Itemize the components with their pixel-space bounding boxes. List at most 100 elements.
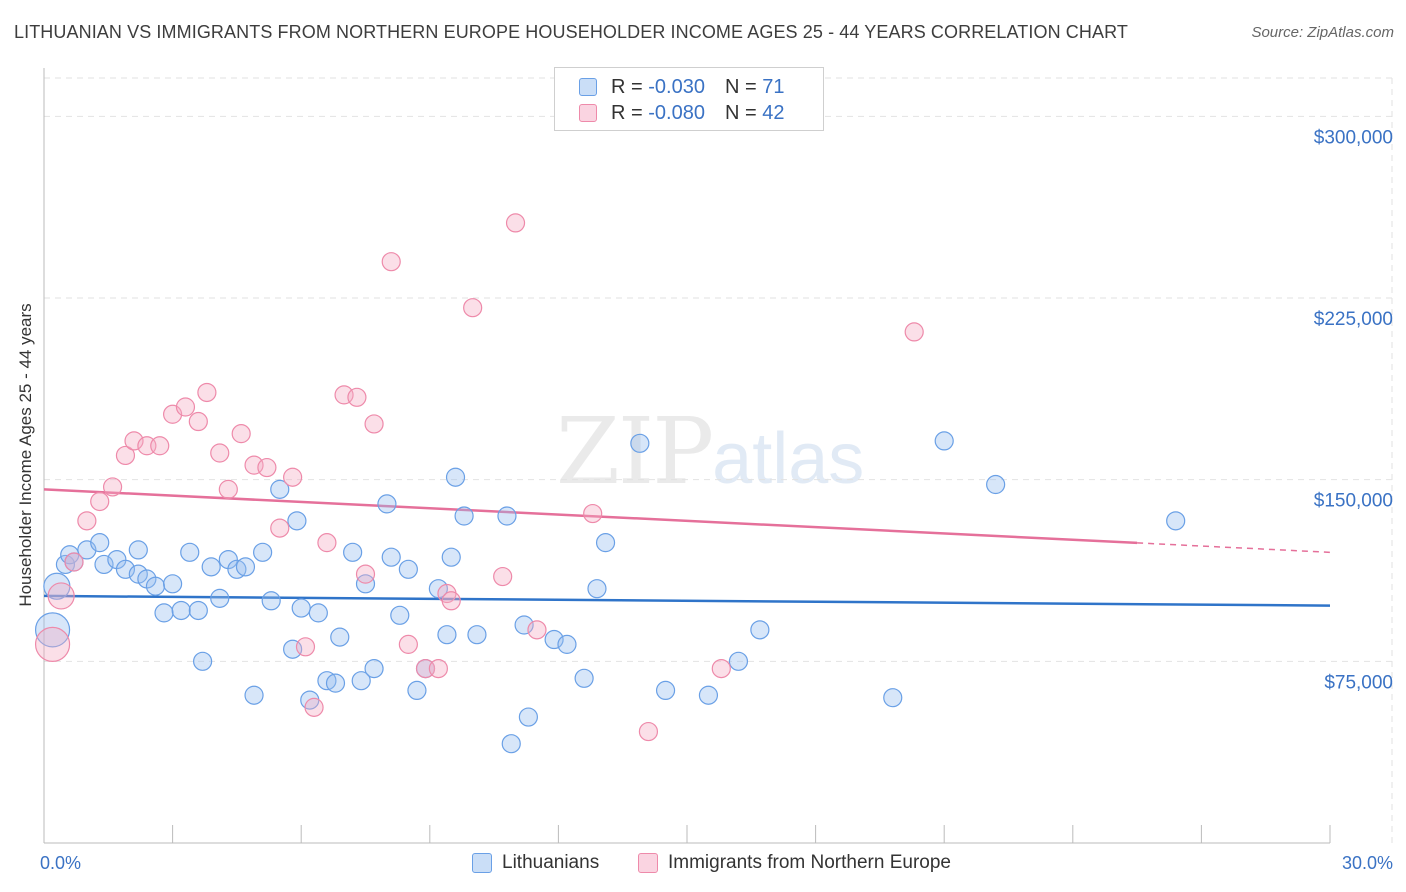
point-lithuanians (325, 673, 346, 693)
point-lithuanians (595, 533, 616, 553)
point-lithuanians (398, 559, 418, 579)
series-legend-immigrants[interactable]: Immigrants from Northern Europe (638, 852, 951, 874)
series-legend: Lithuanians Immigrants from Northern Eur… (0, 852, 1406, 878)
point-lithuanians (330, 627, 350, 647)
point-lithuanians (343, 542, 363, 562)
point-lithuanians (90, 533, 110, 553)
point-immigrants (347, 387, 367, 407)
point-lithuanians (94, 554, 114, 575)
point-immigrants (583, 503, 603, 524)
point-lithuanians (381, 547, 401, 567)
point-lithuanians (728, 651, 749, 671)
point-lithuanians (201, 557, 221, 577)
point-immigrants (210, 443, 230, 463)
legend-swatch-lithuanians (579, 78, 597, 96)
point-lithuanians (441, 547, 461, 567)
data-points (34, 213, 1186, 754)
point-lithuanians (115, 559, 136, 579)
point-immigrants (175, 397, 196, 417)
series-label-immigrants: Immigrants from Northern Europe (668, 852, 951, 873)
point-lithuanians (253, 542, 273, 562)
legend-row-immigrants: R = -0.080 N = 42 (579, 101, 784, 125)
point-lithuanians (287, 511, 307, 531)
tick-labels: $75,000 $150,000 $225,000 $300,000 0.0% 30.0% (40, 127, 1393, 873)
point-lithuanians (655, 680, 676, 701)
correlation-legend: R = -0.030 N = 71 R = -0.080 N = 42 (554, 67, 824, 131)
point-immigrants (124, 431, 144, 451)
watermark-atlas: atlas (712, 419, 865, 499)
point-immigrants (428, 658, 448, 679)
trend-line-immigrants-extension (1137, 542, 1331, 554)
point-lithuanians (501, 734, 521, 754)
legend-row-lithuanians: R = -0.030 N = 71 (579, 75, 784, 99)
y-tick-label: $300,000 (1314, 127, 1393, 148)
point-lithuanians (1166, 511, 1186, 531)
legend-r-value: -0.080 (648, 101, 705, 124)
point-lithuanians (574, 668, 594, 688)
point-immigrants (304, 697, 324, 717)
point-immigrants (197, 382, 217, 403)
legend-swatch-immigrants (579, 104, 597, 122)
point-lithuanians (163, 574, 183, 594)
point-lithuanians (154, 603, 174, 623)
point-lithuanians (235, 557, 256, 577)
point-lithuanians (497, 506, 517, 526)
series-label-lithuanians: Lithuanians (502, 852, 600, 873)
point-lithuanians (986, 474, 1006, 495)
y-tick-label: $225,000 (1314, 309, 1393, 330)
point-lithuanians (467, 625, 487, 645)
point-immigrants (231, 424, 251, 444)
point-immigrants (463, 298, 483, 318)
point-lithuanians (34, 612, 71, 648)
point-immigrants (638, 721, 659, 742)
point-lithuanians (750, 620, 770, 640)
point-lithuanians (128, 540, 148, 560)
point-immigrants (711, 658, 731, 679)
point-lithuanians (390, 605, 410, 625)
x-tick-label: 0.0% (40, 853, 81, 873)
point-lithuanians (934, 431, 954, 451)
legend-n-label: N = (724, 101, 757, 124)
point-lithuanians (244, 685, 264, 705)
trend-lines (43, 488, 1331, 607)
x-tick-label: 30.0% (1342, 853, 1393, 873)
point-immigrants (355, 564, 376, 584)
legend-r-label: R = (611, 101, 643, 124)
point-immigrants (34, 626, 71, 662)
point-immigrants (364, 414, 384, 434)
series-swatch-lithuanians (472, 853, 492, 873)
point-immigrants (527, 620, 547, 640)
point-immigrants (295, 637, 316, 657)
point-lithuanians (193, 651, 213, 671)
point-immigrants (115, 445, 136, 466)
series-legend-lithuanians[interactable]: Lithuanians (472, 852, 599, 874)
point-immigrants (505, 213, 526, 233)
point-lithuanians (437, 625, 457, 645)
zipatlas-watermark: ZIPatlas (556, 398, 864, 505)
point-immigrants (77, 511, 97, 531)
legend-n-label: N = (724, 75, 757, 98)
point-lithuanians (698, 685, 719, 705)
point-immigrants (257, 457, 277, 478)
point-lithuanians (407, 680, 427, 701)
point-immigrants (904, 322, 924, 342)
legend-r-value: -0.030 (648, 75, 705, 98)
point-lithuanians (883, 688, 903, 708)
point-lithuanians (355, 574, 376, 594)
point-lithuanians (544, 629, 564, 650)
point-lithuanians (351, 671, 371, 691)
point-immigrants (317, 533, 337, 553)
axes (43, 68, 1331, 844)
point-lithuanians (308, 603, 328, 623)
point-lithuanians (210, 588, 230, 608)
series-swatch-immigrants (638, 853, 658, 873)
point-immigrants (47, 582, 75, 610)
point-lithuanians (364, 658, 384, 679)
point-lithuanians (514, 615, 534, 635)
point-immigrants (90, 491, 110, 512)
point-immigrants (283, 467, 303, 487)
point-lithuanians (180, 542, 200, 562)
chart-source: Source: ZipAtlas.com (1251, 24, 1394, 41)
y-tick-label: $150,000 (1314, 491, 1393, 512)
